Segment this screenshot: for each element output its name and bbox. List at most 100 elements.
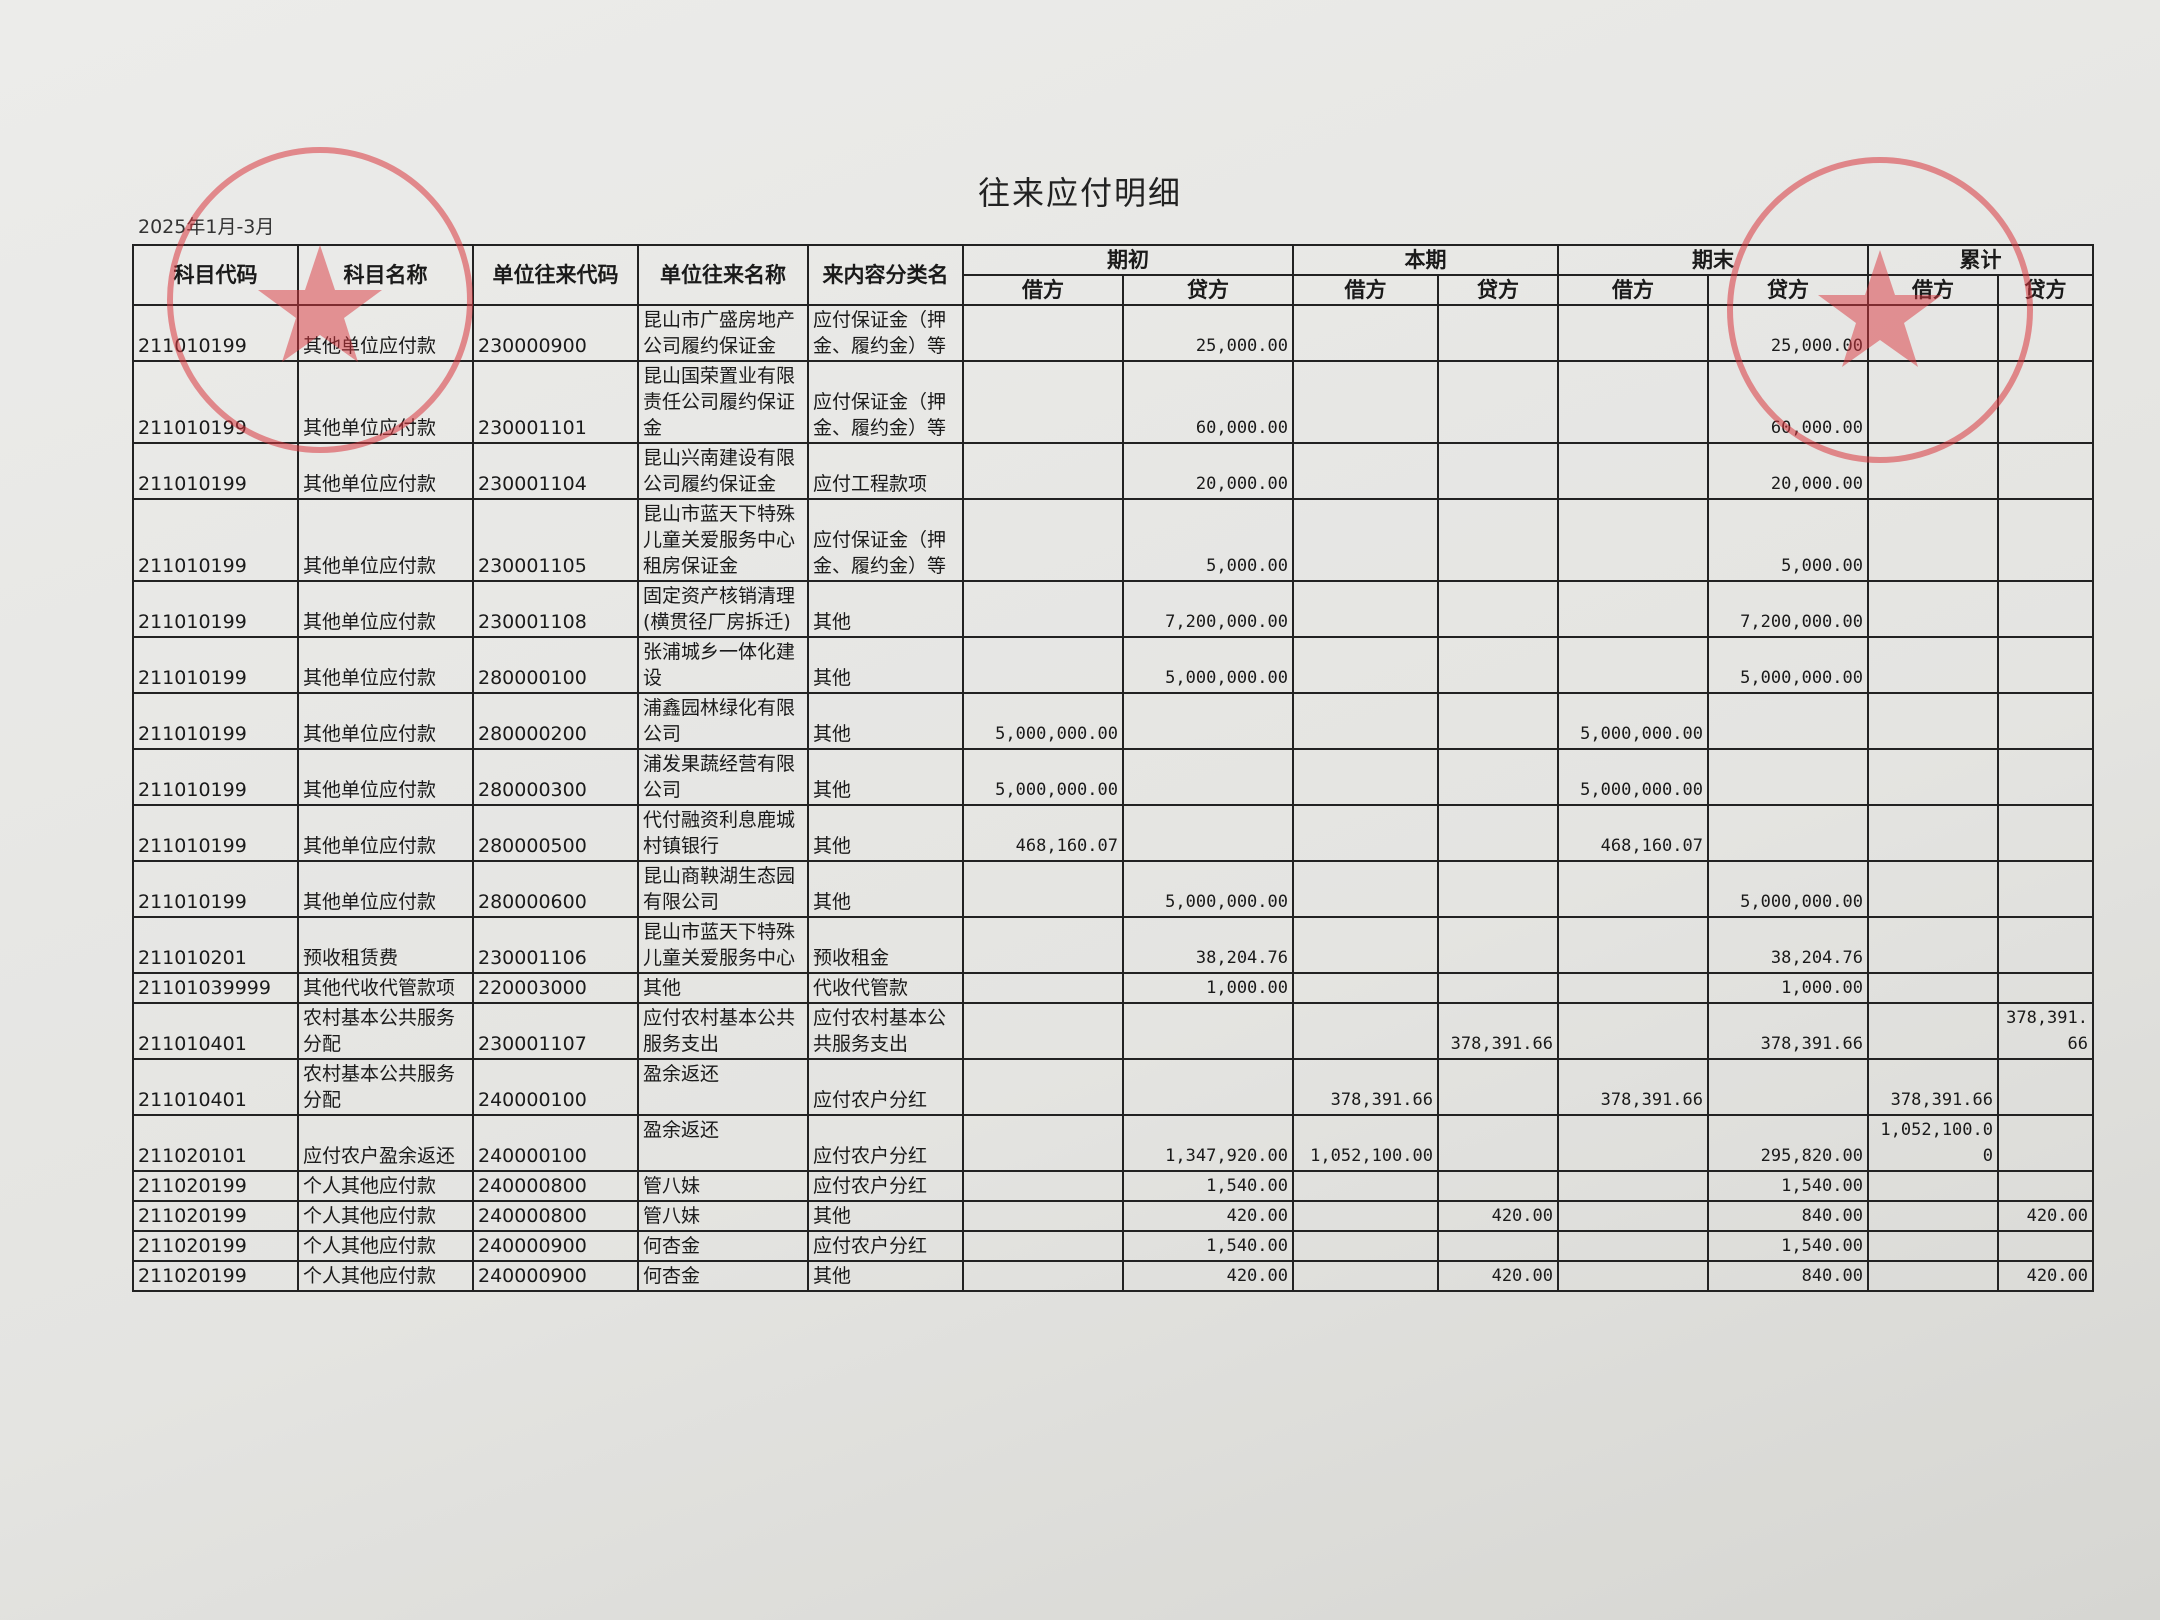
empty-cell bbox=[1867, 1002, 1999, 1060]
empty-cell bbox=[1437, 748, 1559, 806]
text-cell: 240000100 bbox=[472, 1114, 639, 1172]
empty-cell bbox=[1867, 1170, 1999, 1202]
empty-cell bbox=[1707, 804, 1869, 862]
text-cell: 240000900 bbox=[472, 1230, 639, 1262]
text-cell: 农村基本公共服务分配 bbox=[297, 1058, 474, 1116]
table-row: 211020199 个人其他应付款 240000800 管八妹 其他 420.00 420.… bbox=[132, 1200, 2094, 1232]
empty-cell bbox=[1557, 860, 1709, 918]
empty-cell bbox=[1292, 304, 1439, 362]
text-cell: 应付保证金（押金、履约金）等 bbox=[807, 360, 964, 444]
amount-cell: 5,000.00 bbox=[1122, 498, 1294, 582]
column-header: 科目名称 bbox=[297, 244, 474, 306]
text-cell: 其他 bbox=[807, 748, 964, 806]
amount-cell: 5,000,000.00 bbox=[1707, 860, 1869, 918]
empty-cell bbox=[1867, 860, 1999, 918]
empty-cell bbox=[1867, 360, 1999, 444]
amount-cell: 7,200,000.00 bbox=[1122, 580, 1294, 638]
text-cell: 其他单位应付款 bbox=[297, 304, 474, 362]
text-cell: 211010401 bbox=[132, 1058, 299, 1116]
amount-cell: 25,000.00 bbox=[1122, 304, 1294, 362]
amount-cell: 1,540.00 bbox=[1707, 1170, 1869, 1202]
empty-cell bbox=[1292, 442, 1439, 500]
amount-cell: 420.00 bbox=[1997, 1200, 2094, 1232]
empty-cell bbox=[1437, 804, 1559, 862]
empty-cell bbox=[1997, 692, 2094, 750]
sub-header: 贷方 bbox=[1437, 274, 1559, 306]
sub-header: 借方 bbox=[962, 274, 1124, 306]
header-row: 科目代码 科目名称 单位往来代码 单位往来名称 来内容分类名 期初 本期 期末 累计 bbox=[132, 244, 2094, 306]
empty-cell bbox=[1997, 860, 2094, 918]
empty-cell bbox=[1437, 972, 1559, 1004]
text-cell: 农村基本公共服务分配 bbox=[297, 1002, 474, 1060]
empty-cell bbox=[962, 304, 1124, 362]
text-cell: 280000100 bbox=[472, 636, 639, 694]
empty-cell bbox=[1437, 860, 1559, 918]
text-cell: 230001106 bbox=[472, 916, 639, 974]
empty-cell bbox=[1437, 442, 1559, 500]
empty-cell bbox=[1557, 916, 1709, 974]
text-cell: 昆山市蓝天下特殊儿童关爱服务中心租房保证金 bbox=[637, 498, 809, 582]
sub-header: 借方 bbox=[1557, 274, 1709, 306]
empty-cell bbox=[1997, 636, 2094, 694]
text-cell: 其他 bbox=[807, 1260, 964, 1292]
table-row: 211020199 个人其他应付款 240000900 何杏金 应付农户分红 1,540.… bbox=[132, 1230, 2094, 1262]
amount-cell: 1,000.00 bbox=[1707, 972, 1869, 1004]
amount-cell: 420.00 bbox=[1122, 1260, 1294, 1292]
empty-cell bbox=[1292, 860, 1439, 918]
amount-cell: 378,391.66 bbox=[1707, 1002, 1869, 1060]
text-cell: 230001101 bbox=[472, 360, 639, 444]
sub-header: 借方 bbox=[1292, 274, 1439, 306]
empty-cell bbox=[1437, 360, 1559, 444]
empty-cell bbox=[1437, 692, 1559, 750]
empty-cell bbox=[1437, 916, 1559, 974]
table-row: 211010199 其他单位应付款 230001101 昆山国荣置业有限责任公司履约保… bbox=[132, 360, 2094, 444]
text-cell: 其他 bbox=[807, 636, 964, 694]
empty-cell bbox=[962, 1200, 1124, 1232]
empty-cell bbox=[1122, 692, 1294, 750]
text-cell: 240000800 bbox=[472, 1170, 639, 1202]
ledger-table: 科目代码 科目名称 单位往来代码 单位往来名称 来内容分类名 期初 本期 期末 累计 借方 贷方 借方… bbox=[132, 244, 2094, 1292]
empty-cell bbox=[1867, 692, 1999, 750]
empty-cell bbox=[1557, 1114, 1709, 1172]
text-cell: 管八妹 bbox=[637, 1170, 809, 1202]
empty-cell bbox=[1557, 1200, 1709, 1232]
amount-cell: 5,000,000.00 bbox=[962, 692, 1124, 750]
table-row: 211010199 其他单位应付款 280000100 张浦城乡一体化建设 其他 5,00… bbox=[132, 636, 2094, 694]
text-cell: 个人其他应付款 bbox=[297, 1200, 474, 1232]
text-cell: 其他 bbox=[637, 972, 809, 1004]
empty-cell bbox=[1292, 1260, 1439, 1292]
amount-cell: 1,000.00 bbox=[1122, 972, 1294, 1004]
text-cell: 230001108 bbox=[472, 580, 639, 638]
empty-cell bbox=[962, 498, 1124, 582]
text-cell: 张浦城乡一体化建设 bbox=[637, 636, 809, 694]
empty-cell bbox=[1997, 1170, 2094, 1202]
text-cell: 其他代收代管款项 bbox=[297, 972, 474, 1004]
text-cell: 浦鑫园林绿化有限公司 bbox=[637, 692, 809, 750]
amount-cell: 5,000,000.00 bbox=[1557, 692, 1709, 750]
empty-cell bbox=[962, 636, 1124, 694]
text-cell: 211010199 bbox=[132, 304, 299, 362]
text-cell: 预收租赁费 bbox=[297, 916, 474, 974]
sub-header: 贷方 bbox=[1122, 274, 1294, 306]
empty-cell bbox=[1707, 692, 1869, 750]
empty-cell bbox=[1292, 1230, 1439, 1262]
text-cell: 其他单位应付款 bbox=[297, 442, 474, 500]
column-header: 来内容分类名 bbox=[807, 244, 964, 306]
text-cell: 230001105 bbox=[472, 498, 639, 582]
empty-cell bbox=[1292, 1200, 1439, 1232]
empty-cell bbox=[1867, 580, 1999, 638]
amount-cell: 378,391.66 bbox=[1437, 1002, 1559, 1060]
amount-cell: 5,000,000.00 bbox=[962, 748, 1124, 806]
empty-cell bbox=[1292, 692, 1439, 750]
text-cell: 应付保证金（押金、履约金）等 bbox=[807, 498, 964, 582]
empty-cell bbox=[1557, 636, 1709, 694]
text-cell: 280000500 bbox=[472, 804, 639, 862]
group-header: 本期 bbox=[1292, 244, 1559, 276]
group-header: 累计 bbox=[1867, 244, 2094, 276]
text-cell: 其他单位应付款 bbox=[297, 580, 474, 638]
empty-cell bbox=[1997, 1114, 2094, 1172]
text-cell: 应付农村基本公共服务支出 bbox=[807, 1002, 964, 1060]
text-cell: 代收代管款 bbox=[807, 972, 964, 1004]
text-cell: 211020199 bbox=[132, 1260, 299, 1292]
